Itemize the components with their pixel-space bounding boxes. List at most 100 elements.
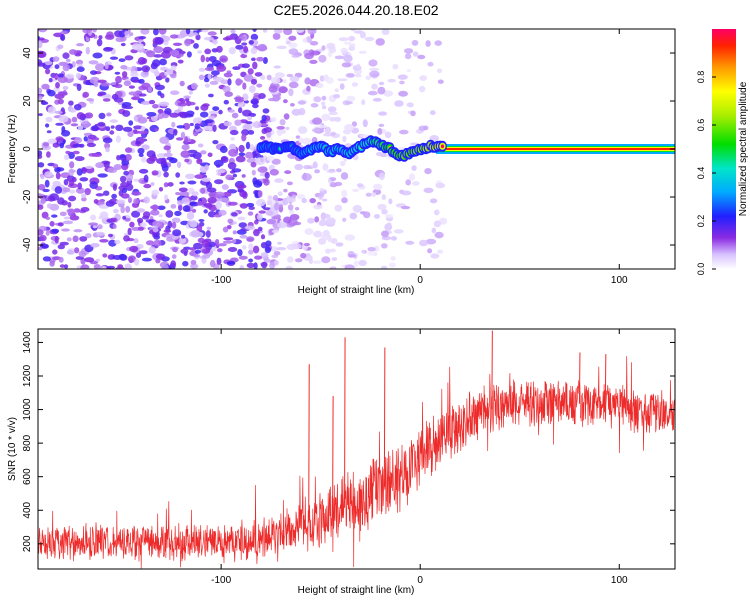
spectrogram-noise-cell (309, 59, 318, 64)
spectrogram-noise-cell (40, 29, 47, 33)
spectrogram-noise-cell (38, 229, 44, 236)
spectrogram-noise-cell (231, 112, 239, 119)
spectrogram-noise-cell (220, 156, 229, 163)
colorbar: 0.0 0.2 0.4 0.6 0.8 Normalized spectral ampl… (696, 29, 749, 275)
spectrogram-noise-cell (125, 147, 133, 153)
spectrogram-noise-cell (42, 256, 52, 262)
spectrogram-noise-cell (423, 125, 429, 131)
spectrogram-noise-cell (424, 168, 432, 175)
spectrogram-noise-cell (302, 38, 308, 43)
spectrogram-noise-cell (223, 121, 232, 127)
spectrogram-noise-cell (96, 38, 103, 47)
spectrogram-noise-cell (153, 239, 162, 247)
spectrogram-noise-cell (111, 193, 117, 199)
spectrogram-noise-cell (184, 38, 192, 47)
spectrogram-noise-cell (89, 181, 98, 189)
spectrogram-noise-cell (287, 256, 294, 263)
spectrogram-noise-cell (208, 110, 219, 115)
spectrogram-noise-cell (131, 191, 142, 196)
spectrogram-noise-cell (200, 150, 207, 155)
spectrogram-noise-cell (114, 239, 121, 245)
spectrogram-noise-cell (185, 173, 196, 179)
spectrogram-noise-cell (120, 193, 130, 199)
spectrogram-noise-cell (201, 248, 210, 254)
spectrogram-noise-cell (205, 56, 210, 63)
spectrogram-noise-cell (195, 106, 199, 111)
spectrogram-noise-cell (386, 222, 392, 227)
spectrogram-noise-cell (57, 44, 64, 50)
spectrogram-noise-cell (154, 37, 164, 45)
spectrogram-noise-cell (239, 265, 244, 269)
spectrogram-noise-cell (115, 199, 126, 204)
snr-x-ticks: -100 0 100 (211, 329, 628, 586)
spectrogram-noise-cell (288, 81, 299, 89)
spectrogram-noise-cell (270, 76, 281, 84)
spectrogram-noise-cell (363, 211, 371, 219)
spectrogram-noise-cell (365, 75, 372, 81)
spectrogram-noise-cell (251, 57, 256, 62)
spectrogram-noise-cell (352, 188, 360, 192)
spectrogram-noise-cell (381, 29, 390, 35)
spectrogram-noise-cell (378, 81, 385, 86)
spectrogram-noise-cell (200, 104, 209, 111)
spectrogram-noise-cell (216, 164, 221, 168)
spectrogram-signal-layer (256, 135, 675, 162)
spectrogram-noise-cell (204, 66, 215, 72)
spectrogram-noise-cell (100, 82, 111, 87)
spectrogram-noise-cell (388, 262, 396, 268)
spectrogram-noise-cell (429, 110, 436, 116)
spectrogram-noise-cell (159, 136, 170, 144)
spectrogram-noise-cell (62, 220, 74, 225)
spectrogram-noise-cell (287, 204, 294, 211)
spectrogram-noise-cell (245, 121, 253, 125)
spectrogram-noise-cell (192, 117, 202, 125)
spectrogram-noise-cell (228, 149, 239, 157)
spectrogram-noise-cell (234, 119, 242, 126)
spectrogram-noise-cell (44, 60, 53, 66)
spectrogram-noise-cell (272, 229, 279, 234)
spectrogram-noise-cell (312, 260, 322, 264)
spectrogram-noise-cell (343, 41, 352, 45)
spectrogram-noise-cell (232, 230, 237, 235)
spectrogram-noise-cell (204, 164, 209, 171)
spectrogram-noise-cell (52, 163, 59, 169)
spectrogram-noise-cell (80, 193, 87, 198)
spectrogram-noise-cell (72, 235, 79, 243)
spectrogram-noise-cell (245, 141, 251, 150)
spectrogram-noise-cell (302, 137, 312, 145)
spectrogram-noise-cell (225, 174, 233, 181)
spectrogram-noise-cell (323, 132, 333, 137)
spectrogram-noise-cell (145, 240, 155, 246)
spectrogram-noise-cell (76, 187, 85, 194)
spectrogram-noise-cell (321, 105, 327, 110)
spectrogram-panel: -100 0 100 -40 -20 0 20 40 Height of straight … (7, 28, 676, 296)
spectrogram-noise-cell (98, 35, 103, 40)
spectrogram-noise-cell (266, 219, 277, 225)
spectrogram-noise-cell (120, 65, 128, 70)
spectrogram-noise-cell (310, 103, 319, 108)
snr-y-ticks: 200 400 600 800 1000 1200 1400 (22, 331, 675, 552)
spectrogram-noise-cell (139, 93, 147, 97)
spectrogram-noise-cell (61, 200, 68, 206)
spectrogram-noise-cell (230, 29, 236, 34)
spectrogram-noise-cell (321, 45, 326, 51)
spectrogram-noise-cell (334, 204, 343, 212)
snr-y-tick-label: 400 (22, 501, 33, 518)
spectrogram-noise-cell (77, 182, 82, 190)
spectrogram-noise-cell (189, 201, 200, 207)
spectrogram-noise-cell (115, 124, 124, 131)
spectrogram-noise-cell (412, 181, 420, 186)
spectrogram-noise-cell (263, 258, 271, 263)
colorbar-tick-label: 0.8 (696, 71, 706, 84)
spectrogram-noise-cell (334, 88, 339, 93)
spectrogram-noise-cell (115, 75, 122, 84)
spectrogram-noise-cell (321, 256, 331, 264)
spectrogram-noise-cell (59, 211, 67, 217)
spectrogram-noise-cell (247, 116, 253, 121)
spectrogram-noise-cell (171, 217, 181, 223)
spectrogram-noise-cell (248, 206, 255, 211)
spectrogram-noise-cell (286, 181, 293, 186)
spectrogram-noise-cell (377, 128, 383, 135)
spectrogram-noise-cell (57, 73, 64, 78)
spectrogram-noise-cell (63, 179, 69, 186)
